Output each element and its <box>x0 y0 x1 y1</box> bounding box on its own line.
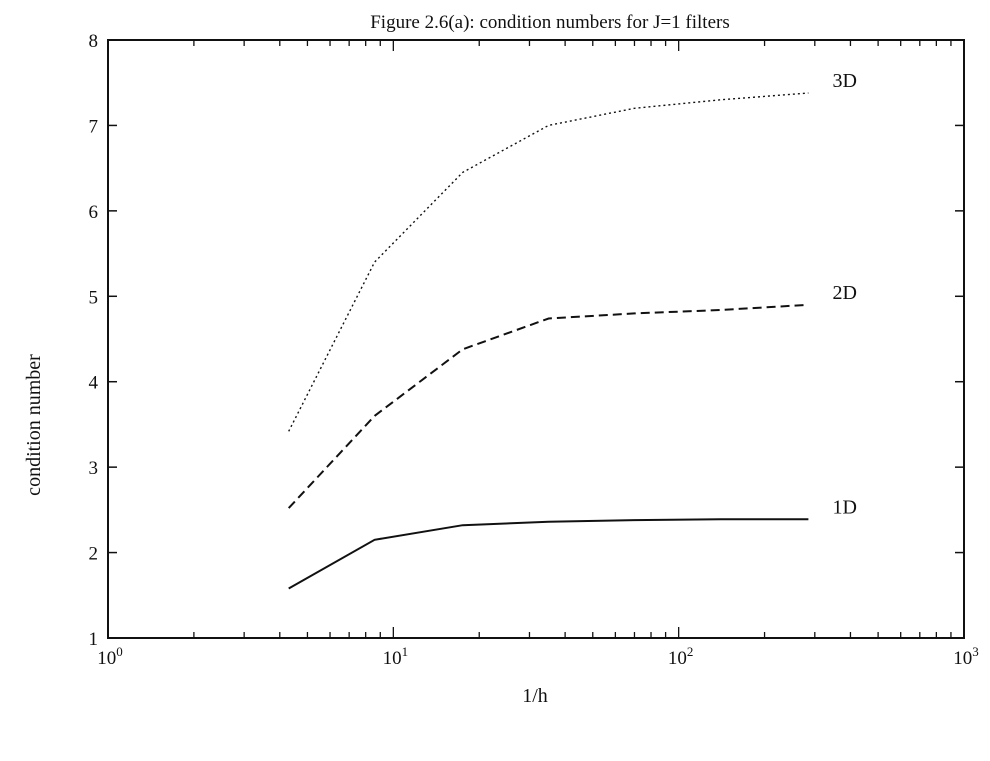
x-tick-label: 101 <box>383 644 409 669</box>
y-tick-label: 7 <box>89 116 99 137</box>
y-tick-labels: 1 2 3 4 5 6 7 8 <box>89 31 99 650</box>
y-tick-label: 8 <box>89 31 99 52</box>
plot-frame <box>107 39 965 639</box>
x-tick-label: 102 <box>668 644 694 669</box>
series-line-1D <box>288 518 809 590</box>
y-tick-label: 1 <box>89 629 99 650</box>
series-label-3D: 3D <box>832 70 856 92</box>
x-tick-label: 103 <box>953 644 979 669</box>
series-line-3D <box>288 92 809 432</box>
x-tick-label: 100 <box>97 644 123 669</box>
chart-title: Figure 2.6(a): condition numbers for J=1… <box>370 12 730 33</box>
y-tick-label: 4 <box>89 373 99 394</box>
series-labels: 1D 2D 3D <box>832 70 856 518</box>
y-tick-label: 5 <box>89 287 99 308</box>
x-axis-label: 1/h <box>522 685 548 707</box>
tick-marks <box>107 39 964 639</box>
series-label-2D: 2D <box>832 282 856 304</box>
y-tick-label: 3 <box>89 458 99 479</box>
x-tick-labels: 100 101 102 103 <box>97 644 979 669</box>
y-axis-label: condition number <box>23 354 45 496</box>
y-tick-label: 6 <box>89 202 99 223</box>
series-lines <box>287 92 809 590</box>
series-line-2D <box>287 303 809 509</box>
y-tick-label: 2 <box>89 544 99 565</box>
series-label-1D: 1D <box>832 496 856 518</box>
